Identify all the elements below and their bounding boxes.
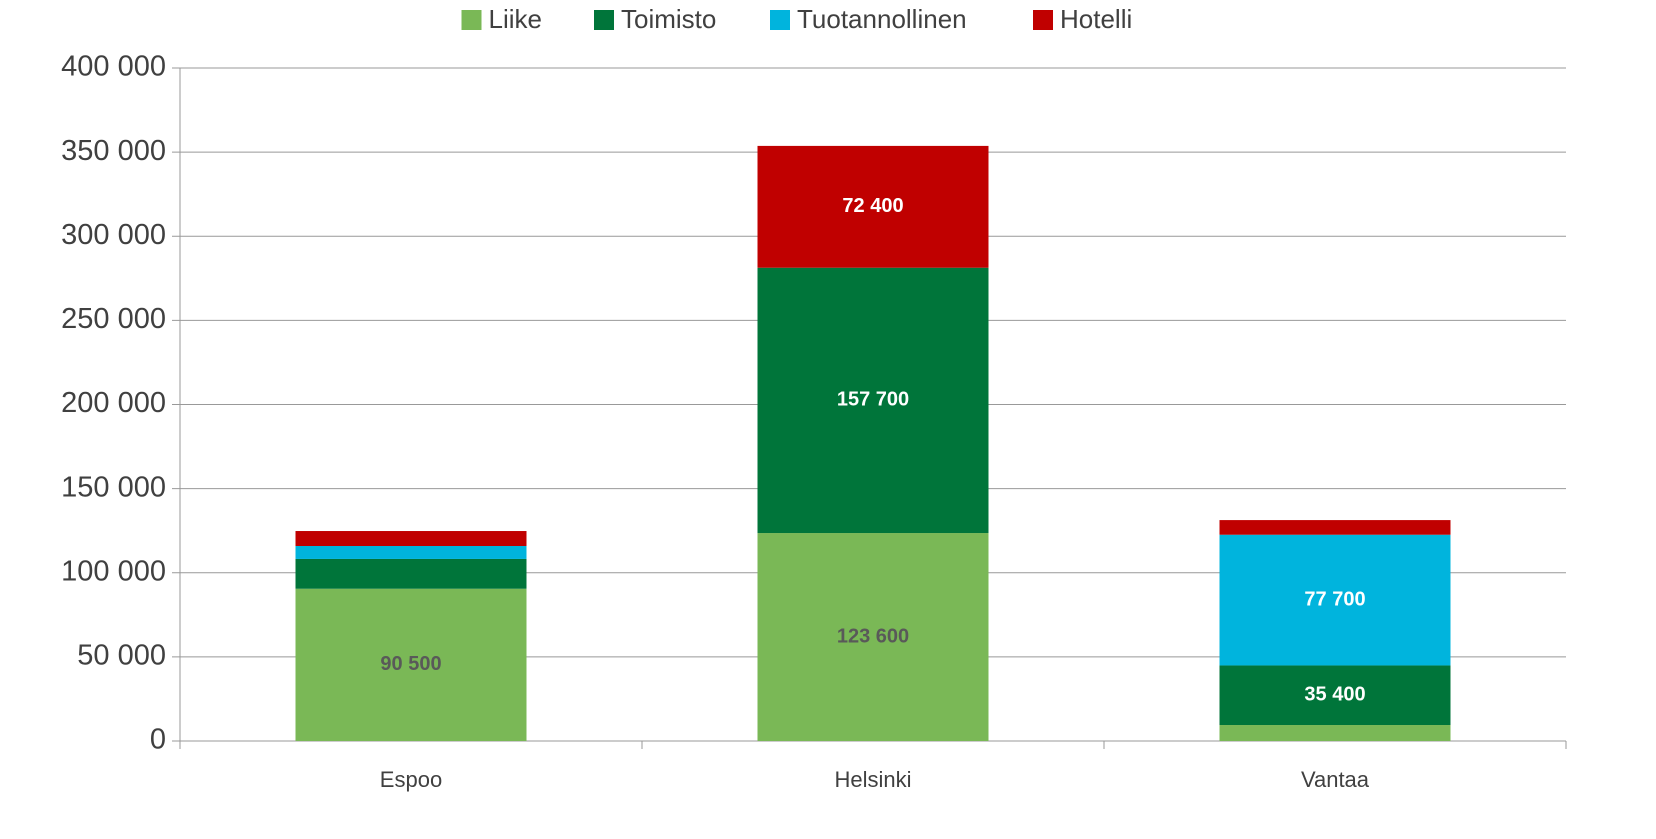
y-tick-label: 50 000 xyxy=(77,640,166,672)
legend-swatch xyxy=(461,10,482,30)
legend-swatch xyxy=(1033,10,1053,30)
bar-segment xyxy=(757,145,989,268)
bar-segment xyxy=(295,545,527,559)
y-tick-label: 400 000 xyxy=(61,51,166,83)
y-tick-label: 100 000 xyxy=(61,555,166,587)
bar-segment xyxy=(295,531,527,546)
value-label: 35 400 xyxy=(1304,684,1365,706)
bar-segment xyxy=(1219,520,1451,535)
y-tick-label: 300 000 xyxy=(61,219,166,251)
bar-segment xyxy=(295,588,527,741)
bar-segment xyxy=(757,267,989,534)
y-tick-label: 200 000 xyxy=(61,387,166,419)
legend-swatch xyxy=(594,10,614,30)
legend-label: Toimisto xyxy=(621,4,716,34)
y-tick-label: 250 000 xyxy=(61,303,166,335)
value-label: 72 400 xyxy=(842,195,903,217)
x-tick-label: Vantaa xyxy=(1301,767,1370,792)
legend-label: Tuotannollinen xyxy=(797,4,967,34)
x-tick-label: Helsinki xyxy=(834,767,911,792)
bar-segment xyxy=(757,533,989,741)
y-tick-label: 150 000 xyxy=(61,471,166,503)
bar-segment xyxy=(1219,725,1451,741)
y-tick-label: 0 xyxy=(150,724,166,756)
bar-segment xyxy=(1219,534,1451,666)
value-label: 157 700 xyxy=(837,389,909,411)
legend-swatch xyxy=(770,10,790,30)
bar-segment xyxy=(295,558,527,589)
value-label: 123 600 xyxy=(837,625,909,647)
bar-segment xyxy=(1219,665,1451,726)
legend-label: Liike xyxy=(489,4,542,34)
value-label: 90 500 xyxy=(380,653,441,675)
x-tick-label: Espoo xyxy=(380,767,442,792)
y-tick-label: 350 000 xyxy=(61,135,166,167)
legend-label: Hotelli xyxy=(1060,4,1132,34)
value-label: 77 700 xyxy=(1304,588,1365,610)
